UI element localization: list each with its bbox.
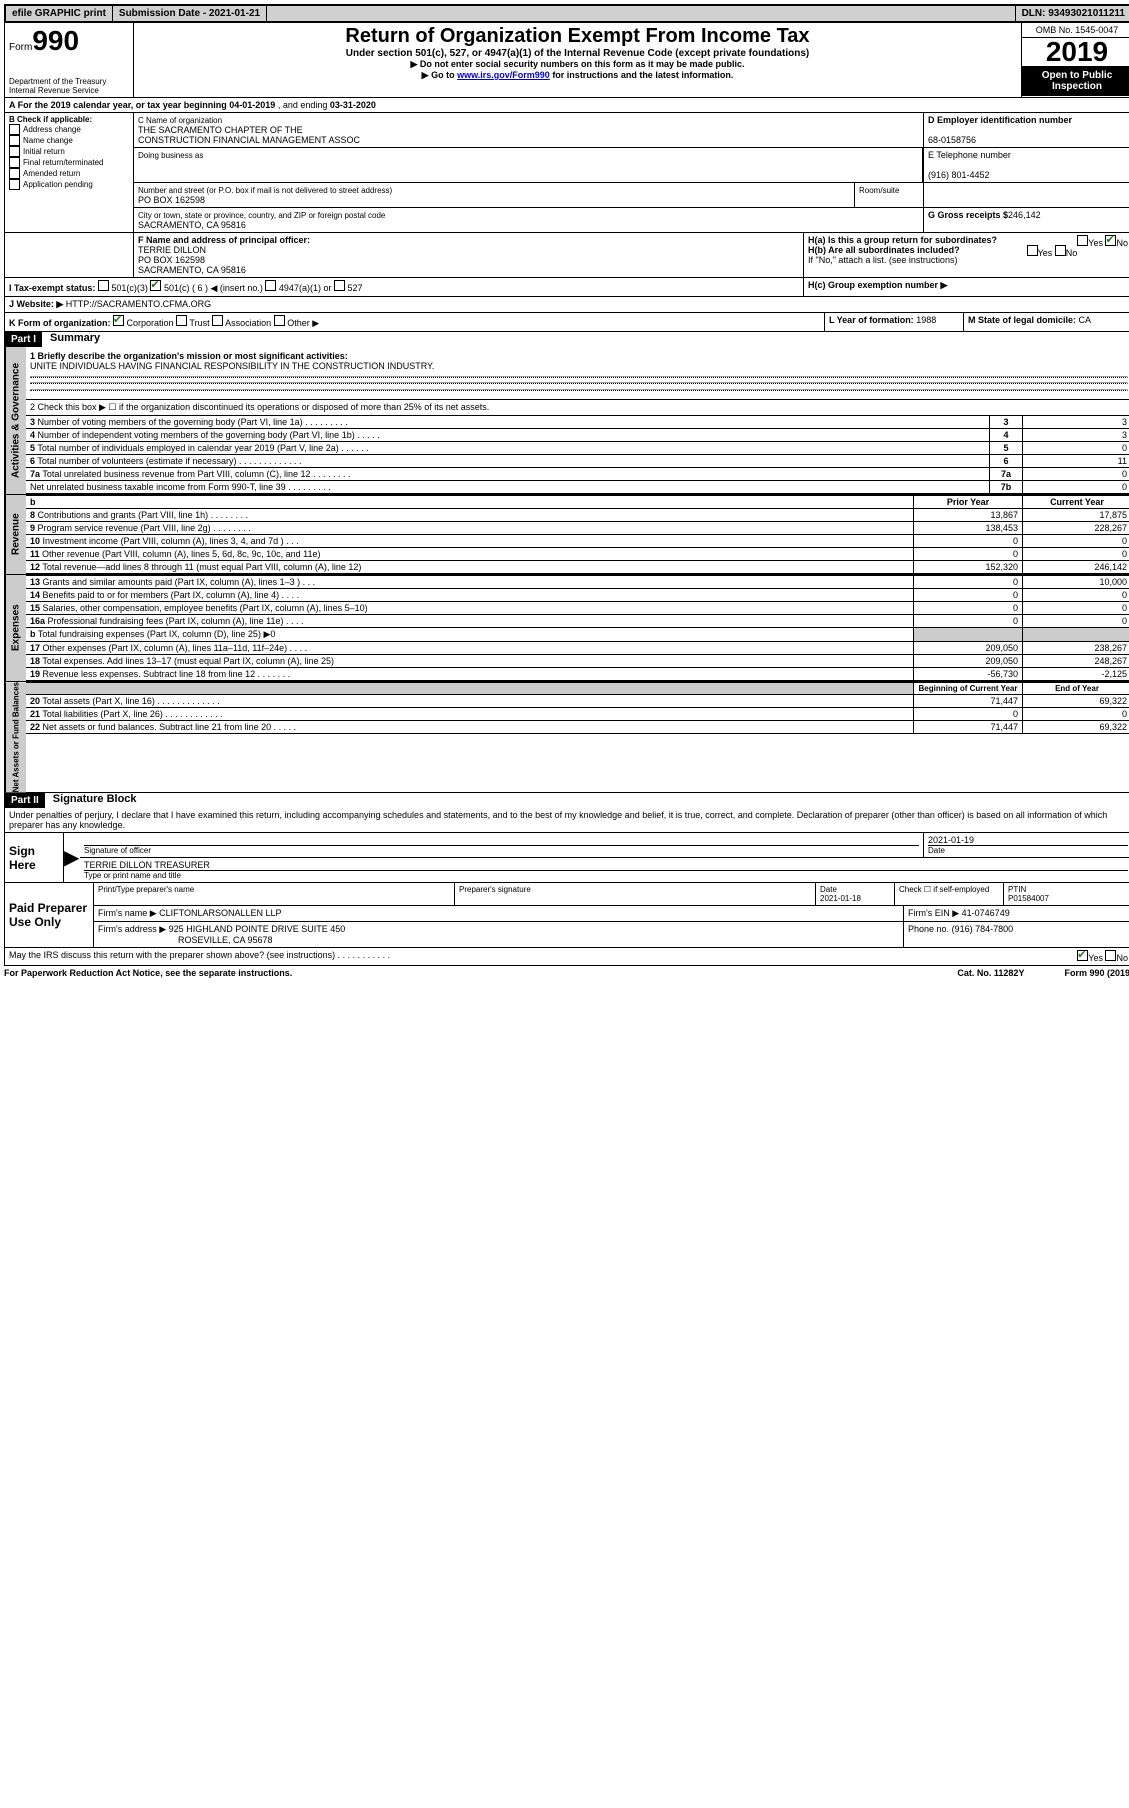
checkbox-hb-no[interactable] <box>1055 245 1066 256</box>
open-public-badge: Open to Public Inspection <box>1022 66 1129 96</box>
sig-date: 2021-01-19 <box>928 835 974 845</box>
irs-label: Internal Revenue Service <box>9 86 129 95</box>
checkbox-hb-yes[interactable] <box>1027 245 1038 256</box>
box-d: D Employer identification number 68-0158… <box>924 113 1129 147</box>
prep-sig-label: Preparer's signature <box>455 883 816 905</box>
firm-addr2: ROSEVILLE, CA 95678 <box>178 935 273 945</box>
firm-addr1: 925 HIGHLAND POINTE DRIVE SUITE 450 <box>169 924 346 934</box>
box-k: K Form of organization: Corporation Trus… <box>5 313 825 331</box>
governance-label: Activities & Governance <box>5 347 26 494</box>
prep-date: 2021-01-18 <box>820 894 861 903</box>
checkbox-527[interactable] <box>334 280 345 291</box>
line2-text: 2 Check this box ▶ ☐ if the organization… <box>26 400 1129 415</box>
dln: DLN: 93493021011211 <box>1015 6 1129 21</box>
sig-date-label: Date <box>928 845 1128 855</box>
form-header: Form990 Department of the Treasury Inter… <box>4 23 1129 98</box>
checkbox-discuss-no[interactable] <box>1105 950 1116 961</box>
box-c-dba: Doing business as <box>134 148 923 182</box>
line1-label: 1 Briefly describe the organization's mi… <box>30 351 348 361</box>
dept-label: Department of the Treasury <box>9 77 129 86</box>
netassets-label: Net Assets or Fund Balances <box>5 682 26 792</box>
form-990-label: Form990 <box>9 25 129 57</box>
checkbox-amended[interactable] <box>9 168 20 179</box>
box-e: E Telephone number (916) 801-4452 <box>923 148 1129 182</box>
ptin-value: P01584007 <box>1008 894 1049 903</box>
box-m: M State of legal domicile: CA <box>964 313 1129 331</box>
paid-preparer-label: Paid Preparer Use Only <box>5 883 94 947</box>
pra-notice: For Paperwork Reduction Act Notice, see … <box>4 968 292 978</box>
expenses-label: Expenses <box>5 575 26 681</box>
firm-ein: 41-0746749 <box>962 908 1010 918</box>
checkbox-501c3[interactable] <box>98 280 109 291</box>
checkbox-other[interactable] <box>274 315 285 326</box>
netassets-table: Beginning of Current YearEnd of Year20 T… <box>26 682 1129 734</box>
box-l: L Year of formation: 1988 <box>825 313 964 331</box>
checkbox-final-return[interactable] <box>9 157 20 168</box>
form-page: Form 990 (2019) <box>1064 968 1129 978</box>
form-title: Return of Organization Exempt From Incom… <box>136 25 1019 48</box>
checkbox-trust[interactable] <box>176 315 187 326</box>
part2-title: Signature Block <box>45 793 137 808</box>
checkbox-ha-yes[interactable] <box>1077 235 1088 246</box>
box-c-city: City or town, state or province, country… <box>134 208 924 232</box>
revenue-table: bPrior YearCurrent Year8 Contributions a… <box>26 495 1129 574</box>
footer: For Paperwork Reduction Act Notice, see … <box>4 966 1129 978</box>
governance-table: 3 Number of voting members of the govern… <box>26 415 1129 494</box>
checkbox-corp[interactable] <box>113 315 124 326</box>
part1-header: Part I <box>5 332 42 347</box>
bracket-icon: ▶ <box>64 833 80 882</box>
top-bar: efile GRAPHIC print Submission Date - 20… <box>4 4 1129 23</box>
ssn-note: ▶ Do not enter social security numbers o… <box>136 59 1019 70</box>
box-hc: H(c) Group exemption number ▶ <box>804 278 1129 296</box>
checkbox-initial-return[interactable] <box>9 146 20 157</box>
checkbox-address-change[interactable] <box>9 124 20 135</box>
box-g: G Gross receipts $246,142 <box>924 208 1129 232</box>
box-h: H(a) Is this a group return for subordin… <box>804 233 1129 277</box>
box-i: I Tax-exempt status: 501(c)(3) 501(c) ( … <box>5 278 804 296</box>
part1-title: Summary <box>42 332 100 347</box>
paid-preparer-block: Paid Preparer Use Only Print/Type prepar… <box>4 883 1129 948</box>
box-c-name: C Name of organization THE SACRAMENTO CH… <box>134 113 924 147</box>
box-c-room: Room/suite <box>855 183 924 207</box>
form990-link[interactable]: www.irs.gov/Form990 <box>457 70 550 80</box>
cat-number: Cat. No. 11282Y <box>957 968 1024 978</box>
print-name-label: Print/Type preparer's name <box>94 883 455 905</box>
box-j: J Website: ▶ HTTP://SACRAMENTO.CFMA.ORG <box>5 297 1129 312</box>
sign-here-label: Sign Here <box>5 833 64 882</box>
firm-name: CLIFTONLARSONALLEN LLP <box>159 908 281 918</box>
checkbox-assoc[interactable] <box>212 315 223 326</box>
efile-label[interactable]: efile GRAPHIC print <box>6 6 113 21</box>
firm-phone: (916) 784-7800 <box>952 924 1014 934</box>
checkbox-4947[interactable] <box>265 280 276 291</box>
revenue-label: Revenue <box>5 495 26 574</box>
goto-note: ▶ Go to www.irs.gov/Form990 for instruct… <box>136 70 1019 81</box>
checkbox-501c[interactable] <box>150 280 161 291</box>
submission-date: Submission Date - 2021-01-21 <box>113 6 267 21</box>
form-subtitle: Under section 501(c), 527, or 4947(a)(1)… <box>136 48 1019 59</box>
checkbox-name-change[interactable] <box>9 135 20 146</box>
period-row: A For the 2019 calendar year, or tax yea… <box>4 98 1129 113</box>
sign-here-block: Sign Here ▶ Signature of officer 2021-01… <box>4 833 1129 883</box>
expenses-table: 13 Grants and similar amounts paid (Part… <box>26 575 1129 681</box>
part2-header: Part II <box>5 793 45 808</box>
checkbox-ha-no[interactable] <box>1105 235 1116 246</box>
declaration-text: Under penalties of perjury, I declare th… <box>5 808 1129 832</box>
box-c-street: Number and street (or P.O. box if mail i… <box>134 183 855 207</box>
checkbox-app-pending[interactable] <box>9 179 20 190</box>
box-b: B Check if applicable: Address change Na… <box>5 113 134 232</box>
box-f: F Name and address of principal officer:… <box>134 233 804 277</box>
discuss-row: May the IRS discuss this return with the… <box>5 948 1129 965</box>
self-employed-check: Check ☐ if self-employed <box>895 883 1004 905</box>
mission-text: UNITE INDIVIDUALS HAVING FINANCIAL RESPO… <box>30 361 434 371</box>
checkbox-discuss-yes[interactable] <box>1077 950 1088 961</box>
sig-officer-label: Signature of officer <box>84 845 919 855</box>
sig-name-label: Type or print name and title <box>84 870 1128 880</box>
tax-year: 2019 <box>1022 38 1129 66</box>
sig-name: TERRIE DILLON TREASURER <box>84 860 210 870</box>
